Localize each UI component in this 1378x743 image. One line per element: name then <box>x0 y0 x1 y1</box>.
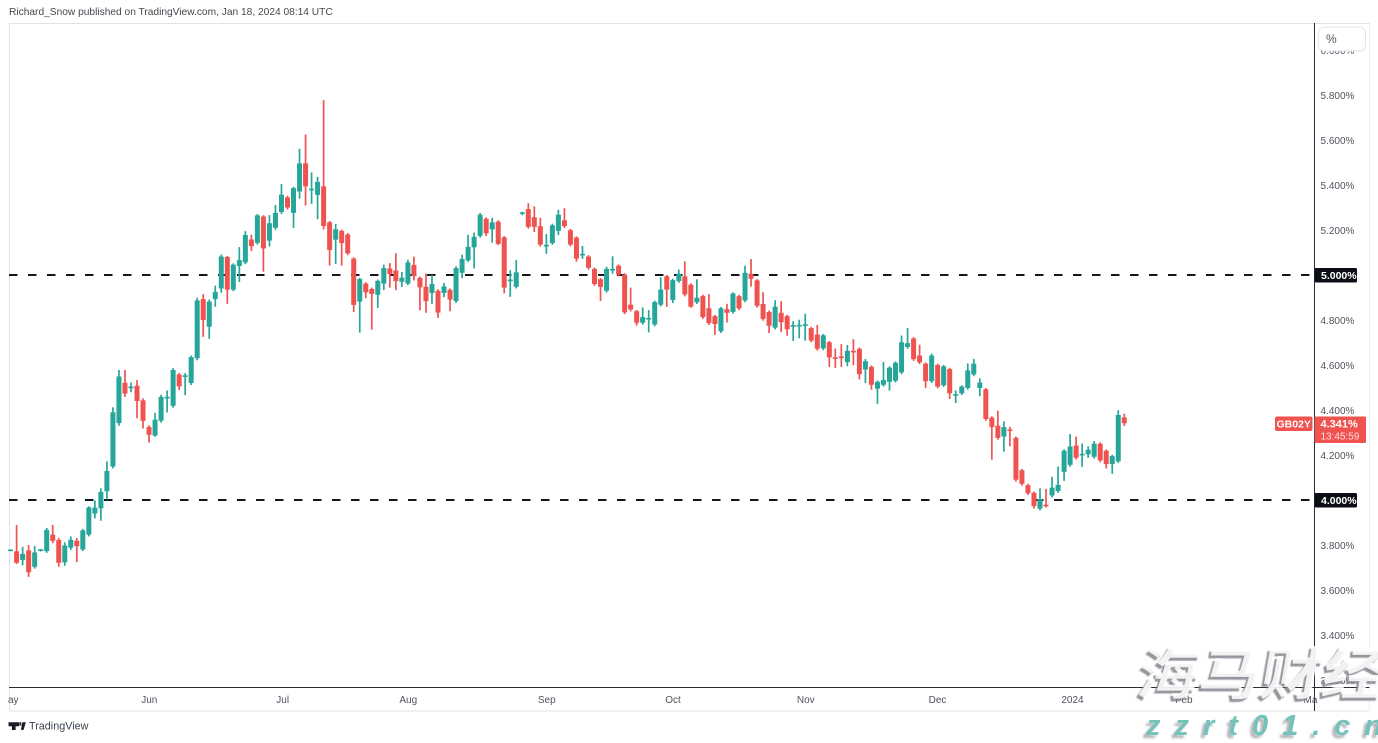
svg-text:Feb: Feb <box>1175 695 1193 706</box>
svg-text:4.600%: 4.600% <box>1321 361 1355 372</box>
svg-text:Oct: Oct <box>665 695 681 706</box>
svg-text:Aug: Aug <box>399 695 417 706</box>
svg-text:Jul: Jul <box>276 695 289 706</box>
svg-text:3.400%: 3.400% <box>1321 631 1355 642</box>
svg-text:5.000%: 5.000% <box>1321 270 1357 282</box>
svg-text:5.600%: 5.600% <box>1321 136 1355 147</box>
svg-text:GB02Y: GB02Y <box>1276 419 1310 431</box>
svg-text:4.200%: 4.200% <box>1321 451 1355 462</box>
svg-text:Ma: Ma <box>1304 695 1318 706</box>
svg-text:Jun: Jun <box>141 695 157 706</box>
svg-text:3.800%: 3.800% <box>1321 541 1355 552</box>
svg-text:ay: ay <box>8 695 19 706</box>
svg-text:Dec: Dec <box>929 695 947 706</box>
svg-text:5.400%: 5.400% <box>1321 181 1355 192</box>
svg-text:5.800%: 5.800% <box>1321 91 1355 102</box>
svg-text:TradingView: TradingView <box>29 721 89 733</box>
svg-text:3.600%: 3.600% <box>1321 586 1355 597</box>
svg-text:4.000%: 4.000% <box>1321 495 1357 507</box>
svg-text:Nov: Nov <box>797 695 815 706</box>
svg-text:4.341%: 4.341% <box>1321 418 1359 430</box>
svg-text:2024: 2024 <box>1061 695 1084 706</box>
svg-text:13:45:59: 13:45:59 <box>1321 431 1360 442</box>
svg-text:%: % <box>1326 32 1337 46</box>
svg-text:Sep: Sep <box>538 695 556 706</box>
svg-text:4.400%: 4.400% <box>1321 406 1355 417</box>
svg-text:4.800%: 4.800% <box>1321 316 1355 327</box>
svg-text:5.200%: 5.200% <box>1321 226 1355 237</box>
